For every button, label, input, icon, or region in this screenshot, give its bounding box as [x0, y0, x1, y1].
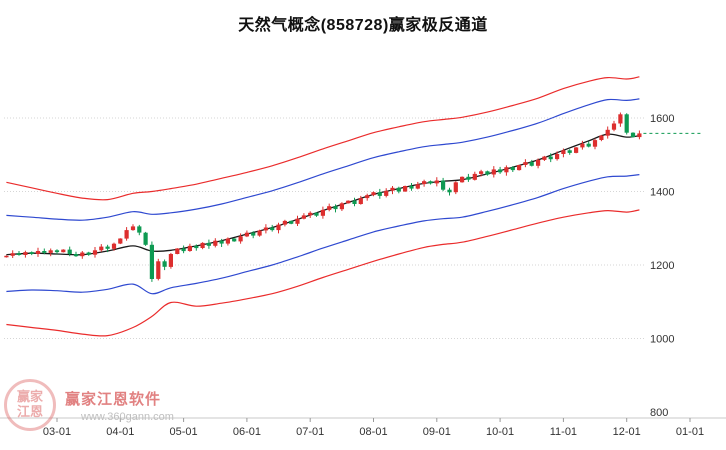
- y-tick-label: 1600: [650, 113, 674, 125]
- x-tick-label: 04-01: [106, 426, 134, 438]
- y-tick-label: 1200: [650, 260, 674, 272]
- y-tick-label: 1000: [650, 334, 674, 346]
- x-tick-label: 05-01: [170, 426, 198, 438]
- page-title: 天然气概念(858728)赢家极反通道: [238, 17, 488, 34]
- y-tick-label: 1400: [650, 187, 674, 199]
- x-tick-label: 03-01: [43, 426, 71, 438]
- x-tick-label: 08-01: [359, 426, 387, 438]
- channel-blue-lower: [6, 174, 640, 295]
- y-axis-labels: 1600 1400 1200 1000 800: [650, 113, 674, 419]
- x-tick-label: 11-01: [550, 426, 577, 438]
- y-tick-label: 800: [650, 407, 668, 419]
- x-tick-label: 09-01: [423, 426, 451, 438]
- x-tick-label: 06-01: [233, 426, 261, 438]
- x-tick-label: 12-01: [613, 426, 641, 438]
- x-axis: 03-01 04-01 05-01 06-01 07-01 08-01 09-01 10-01…: [0, 417, 726, 438]
- channel-red-upper: [6, 76, 640, 201]
- grid-lines: [4, 117, 646, 339]
- x-tick-label: 10-01: [486, 426, 514, 438]
- channel-mid: [6, 133, 640, 256]
- x-tick-label: 07-01: [296, 426, 324, 438]
- channel-blue-upper: [6, 98, 640, 221]
- channel-red-lower: [6, 209, 640, 337]
- channel-lines: [6, 76, 640, 337]
- candle-series: [4, 112, 642, 282]
- x-tick-label: 01-01: [676, 426, 704, 438]
